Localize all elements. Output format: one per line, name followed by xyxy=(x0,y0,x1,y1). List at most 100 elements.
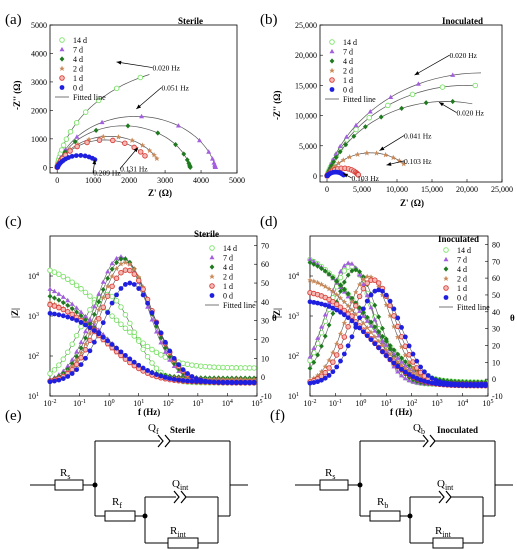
data-point-0d xyxy=(341,351,347,357)
data-point-7d xyxy=(65,363,71,368)
data-point-4d xyxy=(372,324,378,330)
panel-c-ylabel: |Z| xyxy=(10,308,20,318)
data-point-1d xyxy=(113,275,120,282)
data-point-1d xyxy=(137,149,144,155)
y2-tick-label: 30 xyxy=(261,317,269,326)
panel-e-equivalent-circuit: (e) Sterile Rs Qf Rf Qint Rint xyxy=(5,408,248,549)
data-point-0d xyxy=(334,364,340,370)
data-point-4d xyxy=(345,272,351,278)
panel-d-ylabel: |Z| xyxy=(272,308,282,318)
data-point-14d xyxy=(113,317,120,323)
data-point-7d xyxy=(329,48,335,54)
data-point-0d xyxy=(399,366,404,372)
data-point-4d xyxy=(334,278,340,284)
data-point-0d xyxy=(185,378,190,384)
data-point-7d xyxy=(360,313,366,318)
data-point-0d xyxy=(311,380,317,385)
data-point-7d xyxy=(197,137,203,143)
data-point-0d xyxy=(395,363,401,369)
data-point-2d xyxy=(391,323,397,330)
data-point-2d xyxy=(345,303,351,309)
data-point-7d xyxy=(206,149,212,154)
legend-entry-Fittedline: Fitted line xyxy=(343,95,376,104)
data-point-4d xyxy=(378,114,384,120)
data-point-14d xyxy=(246,365,253,371)
data-point-0d xyxy=(96,330,102,336)
data-point-2d xyxy=(334,291,340,298)
data-point-4d xyxy=(345,291,351,297)
data-point-4d xyxy=(349,295,355,301)
resistor-outer-layer xyxy=(369,510,401,522)
y-tick-label: 4000 xyxy=(31,49,47,58)
panel-label-a: (a) xyxy=(5,12,22,28)
x-tick-label: 10,000 xyxy=(386,185,408,194)
data-point-14d xyxy=(118,304,124,310)
data-point-14d xyxy=(366,115,372,121)
data-point-0d xyxy=(452,381,458,387)
data-point-0d xyxy=(69,316,75,321)
data-point-4d xyxy=(330,274,336,281)
data-point-4d xyxy=(376,329,382,335)
data-point-0d xyxy=(345,315,351,321)
data-point-1d xyxy=(322,369,329,376)
data-point-1d xyxy=(78,355,84,361)
data-point-0d xyxy=(60,376,66,381)
data-point-0d xyxy=(433,381,439,387)
legend-entry-14d: 14 d xyxy=(223,244,237,253)
data-point-0d xyxy=(410,351,416,357)
data-point-4d xyxy=(362,124,368,130)
data-point-4d xyxy=(311,261,317,267)
data-point-0d xyxy=(387,357,393,362)
x-tick-label: 104 xyxy=(222,399,233,408)
data-point-2d xyxy=(78,350,84,356)
data-point-7d xyxy=(149,317,155,322)
data-point-2d xyxy=(127,261,133,267)
data-point-7d xyxy=(383,342,389,347)
y-tick-label: 2000 xyxy=(31,106,47,115)
data-point-7d xyxy=(105,268,111,274)
x-tick-label: 0 xyxy=(325,185,329,194)
data-point-0d xyxy=(127,356,133,362)
y-tick-label: 20,000 xyxy=(295,51,317,60)
data-point-0d xyxy=(100,334,106,340)
data-point-0d xyxy=(380,349,385,355)
data-point-7d xyxy=(357,272,363,277)
data-point-4d xyxy=(105,275,111,281)
data-point-7d xyxy=(145,304,151,309)
data-point-14d xyxy=(127,329,133,335)
data-point-0d xyxy=(338,309,343,315)
frequency-annotation: 0.131 Hz xyxy=(120,165,148,174)
panel-b-ylabel: -Z'' (Ω) xyxy=(272,91,282,120)
legend-entry-14d: 14 d xyxy=(73,36,87,45)
legend-entry-7d: 7 d xyxy=(343,48,353,57)
data-point-0d xyxy=(319,377,324,383)
data-point-0d xyxy=(180,367,186,373)
data-point-0d xyxy=(211,379,217,385)
x-tick-label: 104 xyxy=(457,399,468,408)
data-point-14d xyxy=(353,126,359,133)
data-point-2d xyxy=(322,283,328,290)
data-point-1d xyxy=(47,301,53,308)
data-point-0d xyxy=(402,369,408,375)
data-point-4d xyxy=(326,322,332,328)
data-point-14d xyxy=(307,357,313,364)
data-point-2d xyxy=(337,295,344,301)
legend-entry-7d: 7 d xyxy=(457,256,467,265)
panel-d-xlabel: f (Hz) xyxy=(390,407,412,417)
data-point-7d xyxy=(367,109,373,114)
data-point-0d xyxy=(136,286,142,291)
y2-tick-label: 10 xyxy=(261,354,269,363)
data-point-0d xyxy=(73,153,79,159)
data-point-4d xyxy=(315,263,321,269)
legend-entry-0d: 0 d xyxy=(457,294,467,303)
data-point-7d xyxy=(402,362,408,368)
data-point-7d xyxy=(311,258,317,264)
data-point-0d xyxy=(145,368,150,373)
label-interface-cpe: Qint xyxy=(437,478,454,492)
data-point-0d xyxy=(376,287,382,293)
data-point-0d xyxy=(105,310,111,315)
data-point-2d xyxy=(390,154,396,161)
data-point-0d xyxy=(207,379,213,385)
data-point-14d xyxy=(158,352,164,358)
